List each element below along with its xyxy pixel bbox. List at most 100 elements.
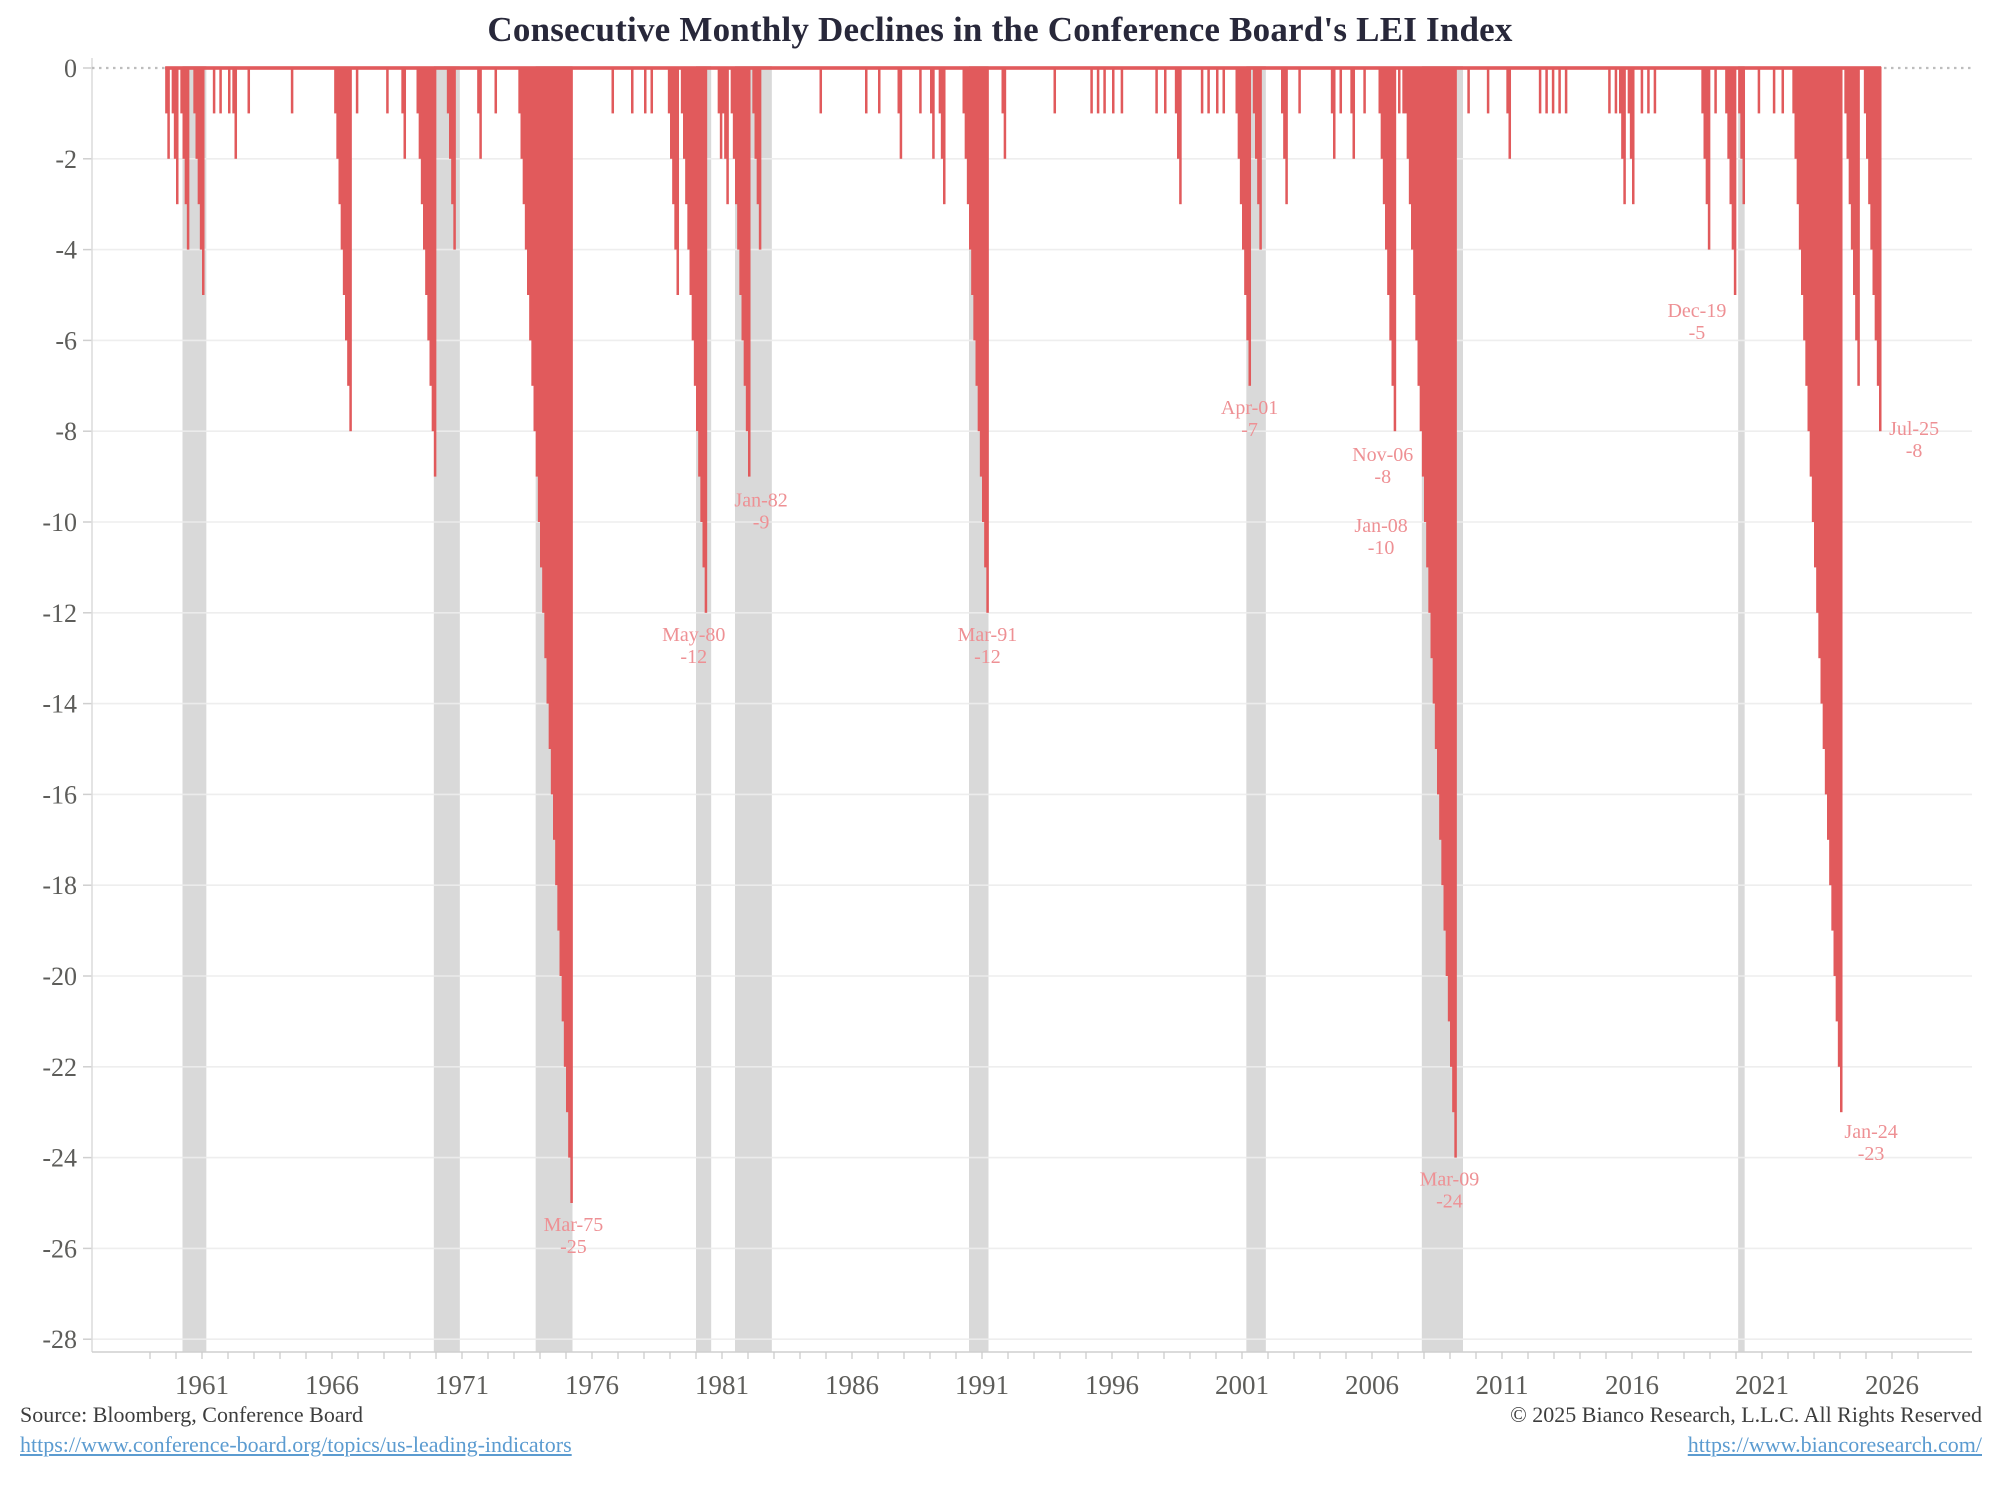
- footer-source: Source: Bloomberg, Conference Board http…: [20, 1400, 572, 1460]
- decline-bar: [418, 67, 422, 159]
- annotation-label: Nov-06 -8: [1352, 444, 1413, 488]
- decline-bar: [431, 67, 435, 432]
- decline-bar: [683, 67, 686, 159]
- annotation-label: Jan-08 -10: [1354, 515, 1407, 559]
- x-tick-label: 1961: [175, 1370, 229, 1400]
- decline-bar: [522, 67, 526, 205]
- decline-bar: [1330, 67, 1334, 114]
- decline-bar: [1408, 67, 1412, 205]
- x-tick-label: 1971: [435, 1370, 489, 1400]
- decline-bar: [338, 67, 342, 205]
- decline-bar: [758, 67, 762, 250]
- decline-bar: [1738, 67, 1741, 114]
- decline-bar: [1235, 67, 1239, 114]
- decline-bar: [1814, 67, 1817, 568]
- source-link[interactable]: https://www.conference-board.org/topics/…: [20, 1432, 572, 1457]
- decline-bar: [1421, 67, 1425, 477]
- annotation-label: Mar-75 -25: [544, 1214, 604, 1258]
- decline-bar: [1740, 67, 1743, 159]
- decline-bar: [1857, 67, 1860, 386]
- decline-bar: [1216, 67, 1219, 114]
- decline-bar: [1257, 67, 1260, 205]
- decline-bar: [537, 67, 541, 522]
- decline-bar: [533, 67, 537, 432]
- x-tick-label: 1981: [695, 1370, 749, 1400]
- decline-bar: [1816, 67, 1819, 613]
- decline-bar: [899, 67, 903, 159]
- decline-bar: [449, 67, 452, 159]
- decline-bar: [1244, 67, 1247, 295]
- x-tick-label: 2026: [1865, 1370, 1919, 1400]
- footer-copyright: © 2025 Bianco Research, L.L.C. All Right…: [1510, 1400, 1982, 1460]
- decline-bar: [1647, 67, 1650, 114]
- decline-bar: [1112, 67, 1115, 114]
- decline-bar: [932, 67, 935, 159]
- decline-bar: [1870, 67, 1873, 250]
- decline-bar: [165, 67, 168, 114]
- y-tick-label: -26: [42, 1234, 77, 1263]
- decline-bar: [544, 67, 547, 659]
- decline-bar: [696, 67, 699, 432]
- x-tick-label: 2001: [1215, 1370, 1269, 1400]
- decline-bar: [334, 67, 337, 114]
- decline-bar: [1391, 67, 1395, 386]
- decline-bar: [1207, 67, 1210, 114]
- annotation-label: May-80 -12: [662, 624, 725, 668]
- annotation-label: Apr-01 -7: [1221, 397, 1278, 441]
- decline-bar: [1439, 67, 1442, 840]
- decline-bar: [1393, 67, 1397, 432]
- decline-bar: [745, 67, 749, 432]
- decline-bar: [969, 67, 972, 250]
- decline-bar: [199, 67, 203, 250]
- y-tick-label: -8: [55, 417, 77, 446]
- y-tick-label: -6: [55, 326, 77, 355]
- recession-band: [1738, 66, 1745, 1352]
- decline-bar: [202, 67, 205, 295]
- decline-bar: [977, 67, 981, 432]
- recession-band: [182, 66, 207, 1352]
- decline-bar: [1829, 67, 1832, 886]
- decline-bar: [1174, 67, 1178, 114]
- decline-bar: [702, 67, 706, 568]
- decline-bar: [548, 67, 552, 749]
- decline-bar: [212, 67, 216, 114]
- decline-bar: [1404, 67, 1408, 114]
- decline-bar: [631, 67, 634, 114]
- decline-bar: [349, 67, 352, 432]
- copyright-text: © 2025 Bianco Research, L.L.C. All Right…: [1510, 1402, 1982, 1427]
- decline-bar: [197, 67, 201, 205]
- decline-bar: [1237, 67, 1241, 159]
- decline-bar: [1259, 67, 1262, 250]
- decline-bar: [1298, 67, 1301, 114]
- decline-bar: [1419, 67, 1423, 432]
- x-tick-label: 1986: [825, 1370, 879, 1400]
- copyright-link[interactable]: https://www.biancoresearch.com/: [1687, 1432, 1982, 1457]
- decline-bar: [966, 67, 970, 205]
- decline-bar: [724, 67, 727, 159]
- decline-bar: [553, 67, 556, 840]
- decline-bar: [1850, 67, 1854, 250]
- decline-bar: [1333, 67, 1336, 159]
- decline-bar: [1177, 67, 1180, 159]
- decline-bar: [1868, 67, 1871, 205]
- decline-bar: [1824, 67, 1828, 795]
- decline-bar: [1363, 67, 1366, 114]
- decline-bar: [1811, 67, 1815, 522]
- decline-bar: [1179, 67, 1182, 205]
- decline-bar: [1506, 67, 1509, 114]
- decline-bar: [1103, 67, 1106, 114]
- decline-bar: [1835, 67, 1839, 1022]
- decline-bar: [451, 67, 454, 205]
- decline-bar: [1796, 67, 1800, 205]
- decline-bar: [1432, 67, 1436, 704]
- x-tick-label: 1996: [1085, 1370, 1139, 1400]
- decline-bar: [1406, 67, 1410, 159]
- decline-bar: [1866, 67, 1869, 159]
- y-tick-label: -16: [42, 780, 77, 809]
- decline-bar: [984, 67, 987, 568]
- decline-bar: [355, 67, 359, 114]
- decline-bar: [674, 67, 677, 250]
- decline-bar: [563, 67, 567, 1067]
- x-tick-label: 1976: [565, 1370, 619, 1400]
- decline-bar: [195, 67, 199, 159]
